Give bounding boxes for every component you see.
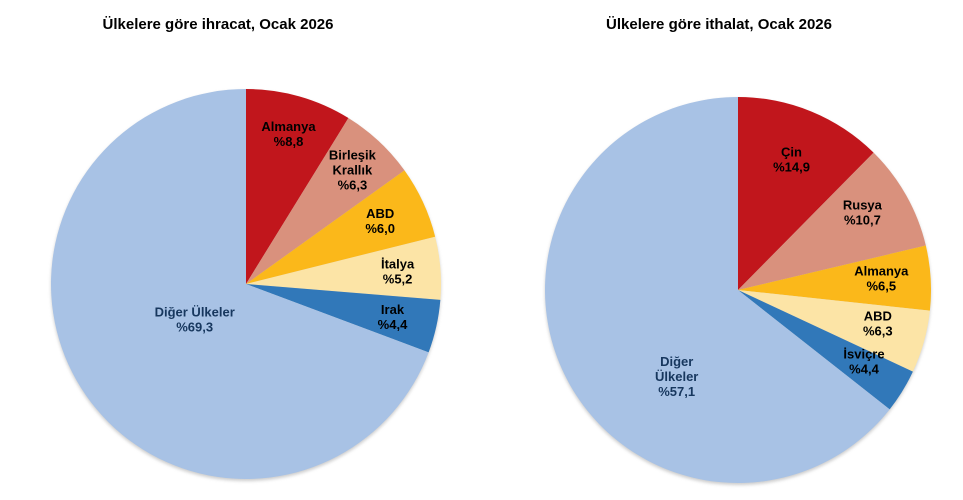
exports-pie — [51, 88, 441, 479]
pie-label-i̇sviçre: İsviçre %4,4 — [843, 346, 884, 376]
exports-chart-title: Ülkelere göre ihracat, Ocak 2026 — [102, 16, 334, 33]
pie-label-diğer-ülkeler: Diğer Ülkeler %69,3 — [155, 305, 235, 335]
imports-chart-title: Ülkelere göre ithalat, Ocak 2026 — [606, 16, 832, 33]
pie-slice-irak — [246, 284, 441, 353]
pie-slice-rusya — [738, 152, 926, 290]
pie-slice-almanya — [246, 89, 349, 284]
pie-slice-birleşik-krallık — [246, 118, 405, 284]
pie-label-diğer-ülkeler: Diğer Ülkeler %57,1 — [655, 354, 698, 399]
pie-label-abd: ABD %6,3 — [863, 309, 893, 339]
pie-label-almanya: Almanya %8,8 — [261, 119, 316, 149]
pie-slice-diğer-ülkeler — [544, 97, 890, 483]
pie-label-almanya: Almanya %6,5 — [854, 264, 909, 294]
imports-pie-labels: Çin %14,9 Rusya %10,7 Almanya %6,5 ABD %6,3 İsvi… — [655, 145, 909, 400]
pie-label-irak: Irak %4,4 — [378, 302, 408, 332]
pie-label-birleşik-krallık: Birleşik Krallık %6,3 — [329, 147, 377, 192]
exports-pie-labels: Almanya %8,8 Birleşik Krallık %6,3 ABD %6,0 İta… — [155, 119, 415, 335]
pie-slice-i̇talya — [246, 236, 441, 300]
pie-label-çin: Çin %14,9 — [773, 145, 810, 175]
pie-slice-almanya — [738, 245, 932, 311]
imports-pie — [544, 97, 932, 483]
pie-slice-abd — [738, 290, 930, 372]
pie-label-abd: ABD %6,0 — [365, 206, 395, 236]
pie-label-i̇talya: İtalya %5,2 — [381, 257, 415, 287]
pie-slice-abd — [246, 170, 436, 284]
pie-label-rusya: Rusya %10,7 — [843, 197, 883, 227]
pie-slice-i̇sviçre — [738, 290, 913, 410]
pie-slice-çin — [738, 97, 874, 290]
pie-slice-diğer-ülkeler — [51, 88, 429, 479]
